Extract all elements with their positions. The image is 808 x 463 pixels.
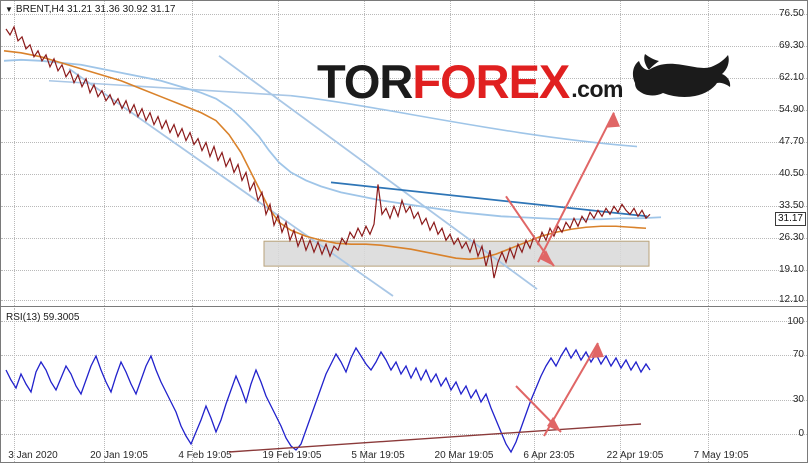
x-axis-tick: 19 Feb 19:05 [262,450,322,461]
gridline-h [1,300,807,301]
gridline-v [450,1,451,306]
gridline-v [534,308,535,462]
torforex-logo: TOR FOREX .com [317,53,733,109]
x-axis-tick: 4 Feb 19:05 [178,450,232,461]
rsi-series-layer [5,342,651,454]
x-axis-tick: 3 Jan 2020 [8,450,58,461]
x-axis-tick: 7 May 19:05 [693,450,749,461]
price-chart-pane[interactable]: 76.50 69.30 62.10 54.90 47.70 40.50 33.5… [1,1,807,307]
rsi-y-tick: 70 [792,349,804,360]
x-axis-tick: 6 Apr 23:05 [523,450,575,461]
price-series-layer [3,25,662,297]
rsi-header: RSI(13) 59.3005 [6,312,80,323]
rsi-ascending-support [228,423,642,453]
gridline-h [1,142,807,143]
y-axis-tick: 47.70 [778,136,804,147]
rsi-line [5,346,651,454]
gridline-h [1,46,807,47]
gridline-h [1,270,807,271]
x-axis-tick: 22 Apr 19:05 [606,450,664,461]
descending-channel-upper [218,55,538,290]
gridline-v [14,1,15,306]
gridline-v [364,308,365,462]
gridline-v [708,308,709,462]
logo-text-forex: FOREX [412,54,570,108]
y-axis-tick: 40.50 [778,168,804,179]
bullish-projection-arrow [537,112,620,263]
gridline-v [620,308,621,462]
upper-channel-curve [290,94,638,148]
gridline-v [278,1,279,306]
y-axis-tick: 33.50 [778,200,804,211]
bull-logo-icon [632,54,731,97]
symbol-header[interactable]: ▼ BRENT,H4 31.21 31.36 30.92 31.17 [5,4,175,15]
collapse-icon[interactable]: ▼ [5,5,13,14]
gridline-h [1,321,807,322]
ma-lightblue [3,58,662,221]
gridline-h [1,238,807,239]
logo-text-tor: TOR [317,54,413,108]
x-axis-tick: 20 Mar 19:05 [434,450,494,461]
gridline-v [450,308,451,462]
rsi-y-tick: 0 [798,428,804,439]
y-axis-tick: 26.30 [778,232,804,243]
y-axis-tick: 62.10 [778,72,804,83]
y-axis-tick: 54.90 [778,104,804,115]
gridline-v [104,308,105,462]
x-axis-tick: 5 Mar 19:05 [351,450,405,461]
gridline-h [1,355,807,356]
gridline-h [1,174,807,175]
gridline-v [192,1,193,306]
gridline-h [1,78,807,79]
gridline-v [534,1,535,306]
rsi-bearish-arrow [515,385,562,433]
descending-resistance-line [330,181,648,218]
y-axis-tick: 76.50 [778,8,804,19]
rsi-chart-pane[interactable]: 100 70 30 0 RSI(13) 59.3005 3 Jan 2020 2… [1,308,807,462]
gridline-v [708,1,709,306]
gridline-v [620,1,621,306]
symbol-header-text: BRENT,H4 31.21 31.36 30.92 31.17 [15,4,176,15]
gridline-h [1,14,807,15]
y-axis-tick: 19.10 [778,264,804,275]
rsi-y-tick: 100 [787,316,804,327]
bearish-projection-arrow [505,195,555,267]
gridline-v [104,1,105,306]
price-candles [5,25,651,279]
gridline-h [1,400,807,401]
rsi-y-tick: 30 [792,394,804,405]
current-price-tag: 31.17 [774,212,806,226]
gridline-v [278,308,279,462]
logo-text-dotcom: .com [571,76,623,102]
y-axis-tick: 69.30 [778,40,804,51]
x-axis-tick: 20 Jan 19:05 [90,450,148,461]
gridline-h [1,434,807,435]
y-axis-tick: 12.10 [778,294,804,305]
gridline-v [192,308,193,462]
gridline-v [364,1,365,306]
gridline-h [1,110,807,111]
